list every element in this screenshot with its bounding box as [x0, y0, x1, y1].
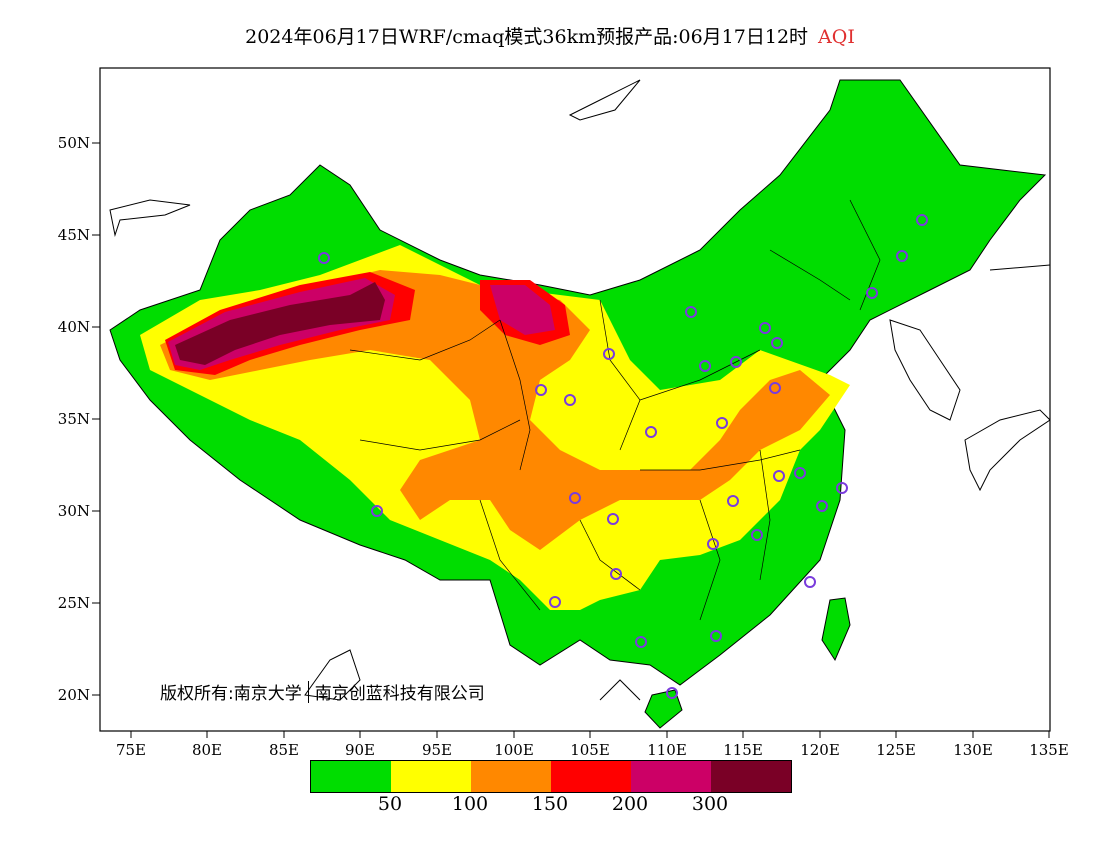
colorbar-segment [631, 761, 711, 792]
station-marker [896, 250, 908, 262]
lon-label: 135E [1029, 741, 1069, 759]
copyright-notice: 版权所有:南京大学 南京创蓝科技有限公司 [160, 679, 485, 704]
lon-label: 130E [953, 741, 993, 759]
station-marker [707, 538, 719, 550]
region-hainan [644, 689, 683, 729]
station-marker [804, 576, 816, 588]
colorbar-label: 150 [531, 793, 569, 815]
lon-label: 100E [494, 741, 534, 759]
station-marker [535, 384, 547, 396]
colorbar-label: 100 [451, 793, 489, 815]
station-marker [603, 348, 615, 360]
map-frame [99, 67, 1051, 732]
colorbar-segment [311, 761, 391, 792]
region-purple-2 [490, 285, 555, 335]
station-marker [318, 252, 330, 264]
station-marker [666, 687, 678, 699]
lon-label: 95E [421, 741, 453, 759]
station-marker [607, 513, 619, 525]
station-marker [759, 322, 771, 334]
copyright-prefix: 版权所有:南京大学 [160, 684, 302, 704]
lat-label: 45N [57, 226, 90, 244]
map-title-variable: AQI [818, 26, 855, 48]
station-markers [318, 214, 928, 699]
colorbar-label: 200 [611, 793, 649, 815]
station-marker [836, 482, 848, 494]
station-marker [794, 467, 806, 479]
lon-label: 75E [115, 741, 147, 759]
axis-ticks [92, 142, 1050, 738]
station-marker [751, 529, 763, 541]
station-marker [730, 356, 742, 368]
aqi-colorbar [310, 760, 792, 793]
station-marker [699, 360, 711, 372]
station-marker [549, 596, 561, 608]
colorbar-segment [391, 761, 471, 792]
region-orange [160, 270, 830, 550]
station-marker [816, 500, 828, 512]
colorbar-label: 50 [377, 793, 403, 815]
map-title-main: 2024年06月17日WRF/cmaq模式36km预报产品:06月17日12时 [245, 26, 809, 48]
station-marker [645, 426, 657, 438]
copyright-separator [307, 681, 309, 703]
station-marker [371, 505, 383, 517]
lon-label: 125E [876, 741, 916, 759]
station-marker [771, 337, 783, 349]
station-marker [569, 492, 581, 504]
colorbar-segment [551, 761, 631, 792]
lat-label: 35N [57, 410, 90, 428]
lat-label: 30N [57, 502, 90, 520]
copyright-suffix: 南京创蓝科技有限公司 [314, 684, 485, 704]
lon-label: 120E [800, 741, 840, 759]
station-marker [610, 568, 622, 580]
station-marker [710, 630, 722, 642]
station-marker [727, 495, 739, 507]
lat-label: 40N [57, 318, 90, 336]
station-marker [773, 470, 785, 482]
lon-label: 80E [191, 741, 223, 759]
colorbar-label: 300 [691, 793, 729, 815]
colorbar-segment [471, 761, 551, 792]
lat-label: 50N [57, 134, 90, 152]
station-marker [685, 306, 697, 318]
station-marker [769, 382, 781, 394]
coastlines [109, 79, 1050, 701]
region-hazardous [175, 282, 385, 365]
station-marker [716, 417, 728, 429]
region-taiwan [821, 597, 851, 662]
lon-label: 90E [344, 741, 376, 759]
lat-label: 20N [57, 686, 90, 704]
map-title: 2024年06月17日WRF/cmaq模式36km预报产品:06月17日12时 A… [0, 22, 1100, 49]
lon-label: 110E [647, 741, 687, 759]
colorbar-segment [711, 761, 791, 792]
station-marker [564, 394, 576, 406]
station-marker [916, 214, 928, 226]
lat-label: 25N [57, 594, 90, 612]
lon-label: 85E [268, 741, 300, 759]
lon-label: 105E [570, 741, 610, 759]
station-marker [866, 287, 878, 299]
station-marker [635, 636, 647, 648]
lon-label: 115E [723, 741, 763, 759]
